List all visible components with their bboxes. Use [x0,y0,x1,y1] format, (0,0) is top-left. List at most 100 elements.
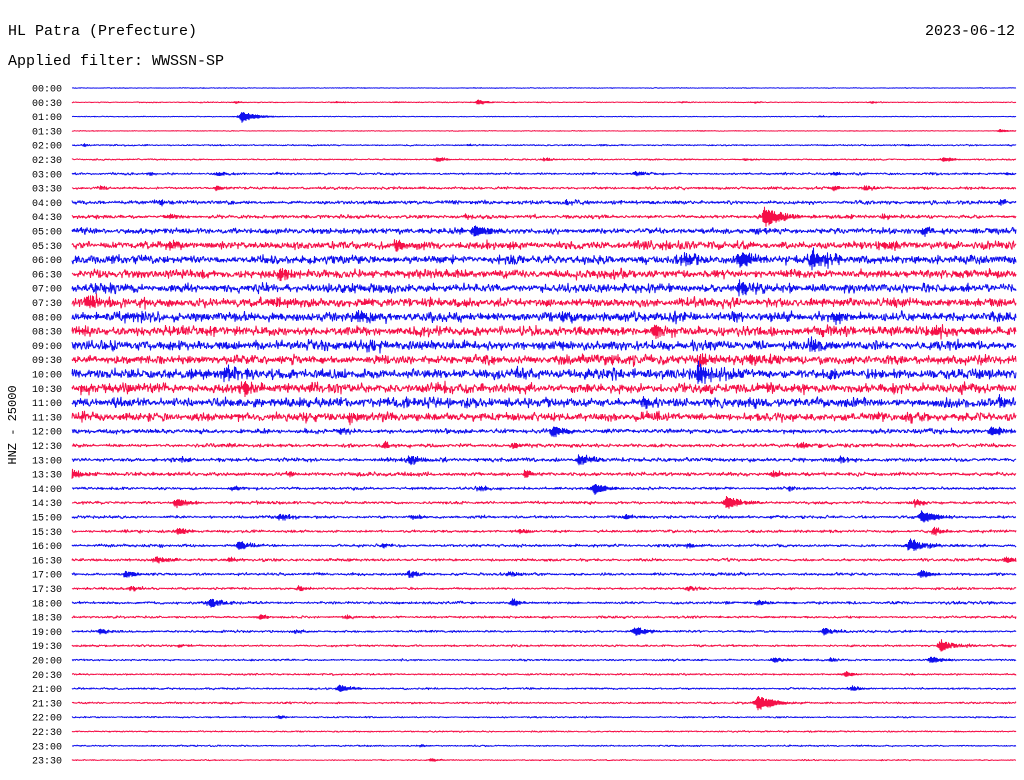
filter-label: Applied filter: WWSSN-SP [8,53,224,70]
seismic-trace [71,656,1017,663]
row-time-label: 03:30 [32,185,62,196]
seismic-trace [71,671,1017,678]
row-time-label: 13:30 [32,471,62,482]
seismic-trace [72,744,1017,748]
seismic-trace [71,758,1017,762]
seismic-trace [71,324,1017,340]
seismic-trace [71,684,1017,692]
row-time-label: 16:00 [32,542,62,553]
seismic-trace [71,394,1017,410]
row-time-label: 23:30 [32,757,62,768]
seismic-trace [71,185,1017,192]
row-time-label: 12:00 [32,428,62,439]
row-time-label: 00:30 [32,99,62,110]
row-time-label: 23:00 [32,742,62,753]
row-time-label: 06:00 [32,256,62,267]
seismic-trace [71,639,1017,652]
channel-scale-label: HNZ - 25000 [6,385,20,464]
row-time-label: 15:00 [32,514,62,525]
seismic-trace [71,309,1017,325]
seismic-trace [71,353,1017,368]
seismic-trace [71,496,1017,509]
row-time-label: 17:30 [32,585,62,596]
row-time-label: 21:30 [32,699,62,710]
seismic-trace [71,206,1017,227]
seismic-trace [71,627,1017,636]
seismic-trace [71,225,1017,237]
seismic-trace [71,585,1017,592]
row-time-label: 14:00 [32,485,62,496]
row-time-label: 02:00 [32,142,62,153]
seismic-trace [71,112,1017,123]
seismic-trace [71,171,1017,177]
date-label: 2023-06-12 [925,23,1015,40]
row-time-label: 11:30 [32,413,62,424]
seismic-trace [71,247,1017,271]
row-time-label: 07:30 [32,299,62,310]
seismic-trace [71,410,1017,426]
trace-rows [71,87,1017,762]
row-time-label: 08:00 [32,313,62,324]
row-time-label: 08:30 [32,328,62,339]
seismic-trace [71,143,1017,148]
seismic-trace [71,99,1017,105]
seismic-trace [71,336,1017,354]
row-time-label: 16:30 [32,556,62,567]
row-time-label: 04:00 [32,199,62,210]
row-time-label: 18:30 [32,614,62,625]
row-time-label: 09:00 [32,342,62,353]
row-time-label: 18:00 [32,599,62,610]
row-time-label: 00:00 [32,85,62,96]
seismic-trace [71,239,1017,252]
row-time-label: 04:30 [32,213,62,224]
seismic-trace [71,484,1017,495]
row-time-label: 05:30 [32,242,62,253]
row-time-label: 07:00 [32,285,62,296]
seismic-trace [71,279,1017,297]
row-time-label: 19:00 [32,628,62,639]
seismic-trace [71,510,1017,523]
row-time-label: 10:00 [32,371,62,382]
row-time-label: 13:00 [32,456,62,467]
seismic-trace [71,715,1017,720]
row-time-label: 02:30 [32,156,62,167]
row-time-label: 06:30 [32,270,62,281]
seismic-trace [71,526,1017,536]
row-time-label: 03:00 [32,170,62,181]
seismic-trace [71,157,1017,162]
row-time-label: 14:30 [32,499,62,510]
seismic-trace [71,87,1017,89]
row-time-label: 19:30 [32,642,62,653]
row-time-label: 05:00 [32,228,62,239]
seismic-trace [71,380,1017,398]
seismic-trace [71,556,1017,564]
seismic-trace [71,360,1017,385]
row-time-label: 20:30 [32,671,62,682]
seismic-trace [71,440,1017,449]
row-time-label: 21:00 [32,685,62,696]
seismic-trace [71,454,1017,466]
seismic-trace [71,598,1017,608]
row-time-label: 15:30 [32,528,62,539]
station-title: HL Patra (Prefecture) [8,23,197,40]
row-time-label: 22:00 [32,714,62,725]
row-time-label: 22:30 [32,728,62,739]
row-time-label: 12:30 [32,442,62,453]
row-time-label: 17:00 [32,571,62,582]
seismic-trace [71,569,1017,578]
seismic-trace [71,468,1017,479]
row-time-label: 01:00 [32,113,62,124]
row-time-label: 01:30 [32,127,62,138]
row-time-label: 11:00 [32,399,62,410]
seismic-trace [71,614,1017,620]
seismic-trace [71,696,1017,711]
seismic-trace [71,293,1017,310]
seismic-trace [71,730,1017,733]
row-time-label: 09:30 [32,356,62,367]
row-time-label: 10:30 [32,385,62,396]
row-time-label: 20:00 [32,657,62,668]
seismic-trace [71,426,1017,438]
seismic-trace [71,538,1017,551]
seismic-trace [71,199,1017,207]
